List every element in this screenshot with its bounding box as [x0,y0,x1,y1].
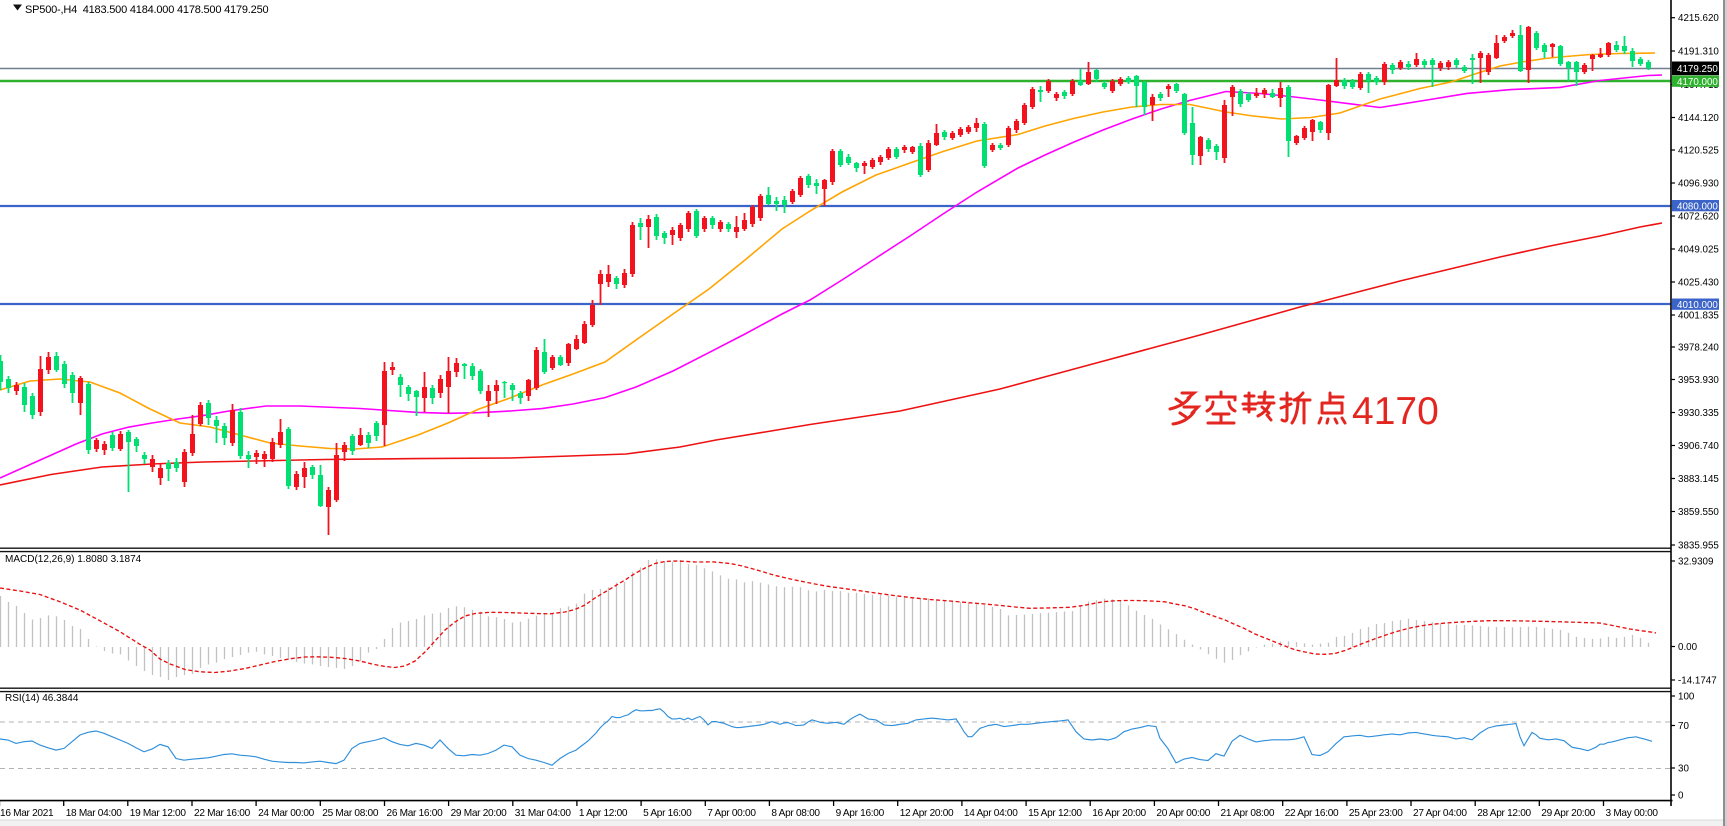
svg-text:12 Apr 20:00: 12 Apr 20:00 [900,808,954,819]
svg-text:-14.1747: -14.1747 [1678,676,1717,687]
svg-text:20 Apr 00:00: 20 Apr 00:00 [1156,808,1210,819]
svg-text:26 Mar 16:00: 26 Mar 16:00 [387,808,444,819]
svg-text:4144.120: 4144.120 [1678,113,1719,124]
svg-text:1 Apr 12:00: 1 Apr 12:00 [579,808,628,819]
svg-text:3859.550: 3859.550 [1678,507,1719,518]
svg-text:14 Apr 04:00: 14 Apr 04:00 [964,808,1018,819]
svg-text:3906.740: 3906.740 [1678,441,1719,452]
svg-text:19 Mar 12:00: 19 Mar 12:00 [130,808,187,819]
svg-text:100: 100 [1678,692,1695,703]
svg-text:31 Mar 04:00: 31 Mar 04:00 [515,808,572,819]
svg-text:27 Apr 04:00: 27 Apr 04:00 [1413,808,1467,819]
svg-text:22 Mar 16:00: 22 Mar 16:00 [194,808,251,819]
svg-text:4170.000: 4170.000 [1677,77,1718,88]
svg-text:3835.955: 3835.955 [1678,541,1719,552]
svg-text:16 Apr 20:00: 16 Apr 20:00 [1092,808,1146,819]
svg-text:4215.620: 4215.620 [1678,13,1719,24]
svg-text:4179.250: 4179.250 [1677,64,1718,75]
svg-text:3 May 00:00: 3 May 00:00 [1606,808,1659,819]
svg-text:4001.835: 4001.835 [1678,311,1719,322]
svg-text:4170: 4170 [1352,390,1439,433]
svg-text:4025.430: 4025.430 [1678,278,1719,289]
svg-text:18 Mar 04:00: 18 Mar 04:00 [66,808,123,819]
svg-text:16 Mar 2021: 16 Mar 2021 [0,808,54,819]
svg-text:4120.525: 4120.525 [1678,146,1719,157]
svg-text:4010.000: 4010.000 [1677,300,1718,311]
svg-text:4191.310: 4191.310 [1678,47,1719,58]
svg-text:4080.000: 4080.000 [1677,201,1718,212]
svg-text:29 Mar 20:00: 29 Mar 20:00 [451,808,508,819]
svg-text:3883.145: 3883.145 [1678,474,1719,485]
svg-text:4049.025: 4049.025 [1678,245,1719,256]
svg-text:0: 0 [1678,791,1684,802]
svg-text:3978.240: 3978.240 [1678,343,1719,354]
svg-text:28 Apr 12:00: 28 Apr 12:00 [1477,808,1531,819]
svg-text:15 Apr 12:00: 15 Apr 12:00 [1028,808,1082,819]
svg-text:4072.620: 4072.620 [1678,212,1719,223]
svg-text:24 Mar 00:00: 24 Mar 00:00 [258,808,315,819]
svg-text:RSI(14) 46.3844: RSI(14) 46.3844 [5,693,79,704]
svg-text:9 Apr 16:00: 9 Apr 16:00 [836,808,885,819]
svg-text:25 Apr 23:00: 25 Apr 23:00 [1349,808,1403,819]
svg-text:5 Apr 16:00: 5 Apr 16:00 [643,808,692,819]
svg-text:MACD(12,26,9) 1.8080 3.1874: MACD(12,26,9) 1.8080 3.1874 [5,554,142,565]
svg-text:3930.335: 3930.335 [1678,408,1719,419]
svg-text:25 Mar 08:00: 25 Mar 08:00 [322,808,379,819]
svg-text:8 Apr 08:00: 8 Apr 08:00 [771,808,820,819]
svg-text:29 Apr 20:00: 29 Apr 20:00 [1541,808,1595,819]
svg-text:0.00: 0.00 [1678,642,1698,653]
svg-text:30: 30 [1678,764,1689,775]
svg-text:3953.930: 3953.930 [1678,375,1719,386]
svg-text:4096.930: 4096.930 [1678,179,1719,190]
svg-text:32.9309: 32.9309 [1678,557,1713,568]
svg-text:70: 70 [1678,721,1689,732]
svg-text:SP500-,H4 4183.500 4184.000 4: SP500-,H4 4183.500 4184.000 4178.500 417… [25,4,268,16]
svg-text:22 Apr 16:00: 22 Apr 16:00 [1285,808,1339,819]
svg-text:21 Apr 08:00: 21 Apr 08:00 [1221,808,1275,819]
svg-text:7 Apr 00:00: 7 Apr 00:00 [707,808,756,819]
